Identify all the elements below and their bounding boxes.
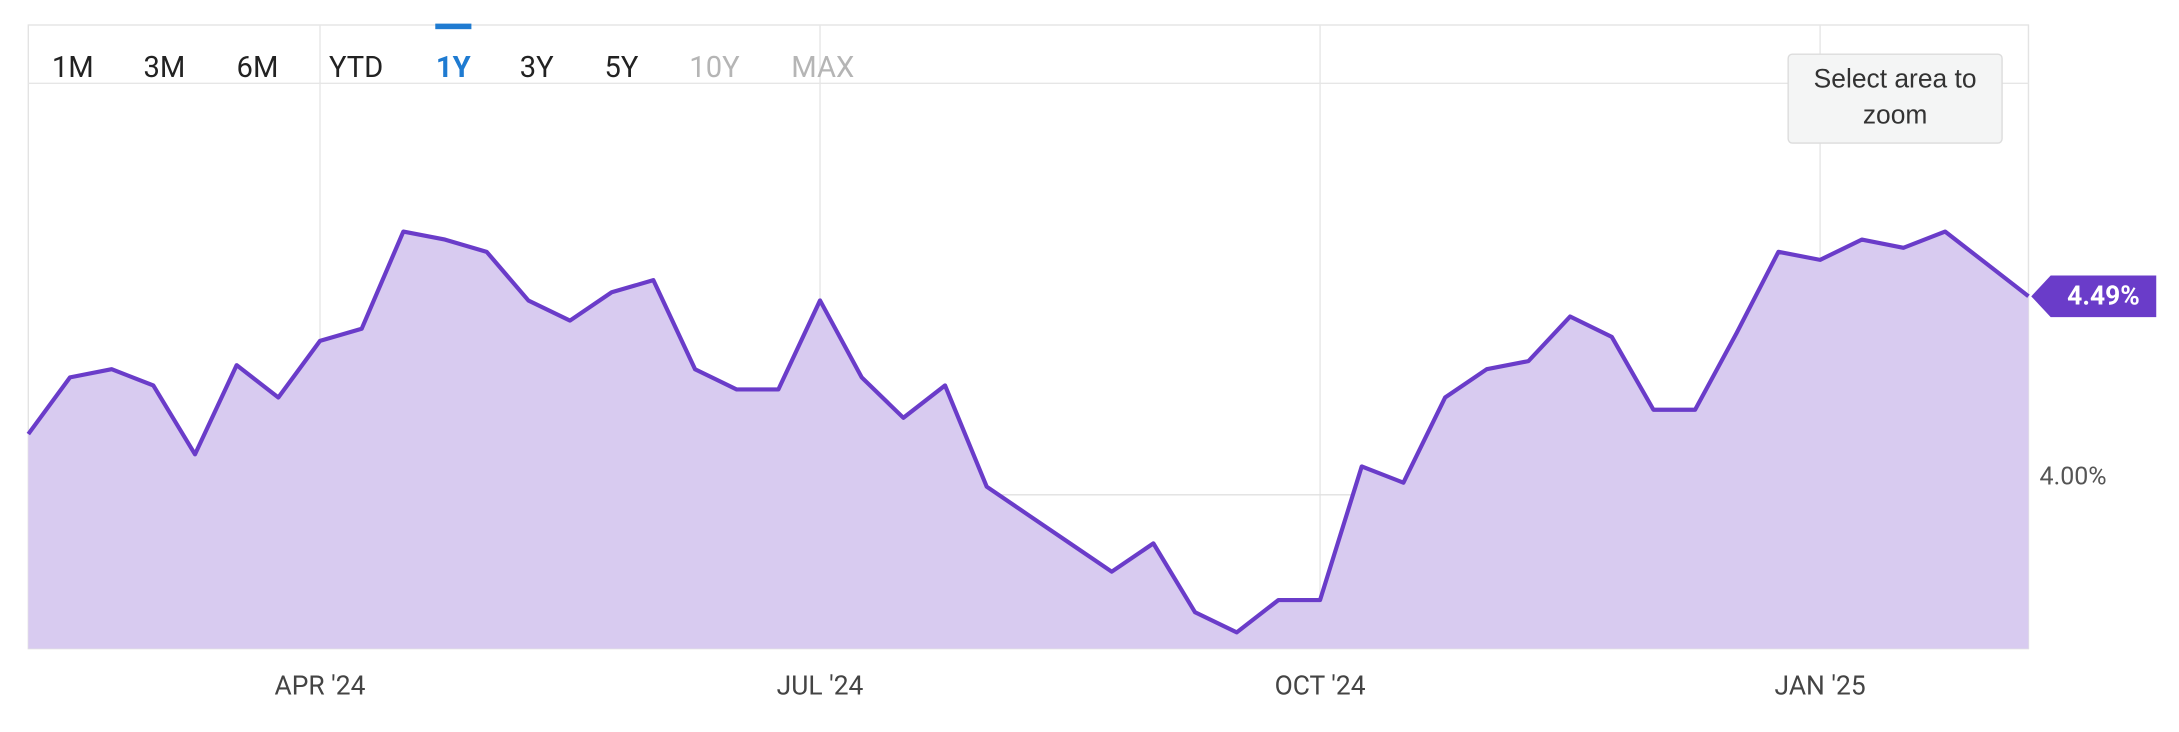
range-button[interactable]: 3M xyxy=(144,51,186,85)
range-button: 10Y xyxy=(689,51,740,85)
zoom-hint: Select area to zoom xyxy=(1813,65,1977,131)
range-button[interactable]: 1M xyxy=(52,51,94,85)
value-badge xyxy=(2031,275,2157,318)
range-button[interactable]: 1Y xyxy=(436,51,472,85)
y-tick-label: 4.00% xyxy=(2040,463,2107,492)
x-tick-label: JUL '24 xyxy=(777,672,864,702)
range-button[interactable]: 5Y xyxy=(604,51,638,85)
range-button[interactable]: 6M xyxy=(237,51,279,85)
range-button[interactable]: 3Y xyxy=(520,51,554,85)
zoom-hint-box xyxy=(1787,53,2003,144)
line xyxy=(26,229,2030,635)
value-label: 4.49% xyxy=(2067,282,2140,312)
range-button: MAX xyxy=(791,51,854,85)
x-tick-label: OCT '24 xyxy=(1275,672,1366,702)
x-tick-label: APR '24 xyxy=(275,672,366,702)
range-button[interactable]: YTD xyxy=(329,51,383,85)
x-tick-label: JAN '25 xyxy=(1775,672,1866,702)
zoom-hint-holder: Select area to zoom xyxy=(1813,65,1977,131)
range-button-indicator xyxy=(435,23,472,30)
area xyxy=(28,231,2029,649)
